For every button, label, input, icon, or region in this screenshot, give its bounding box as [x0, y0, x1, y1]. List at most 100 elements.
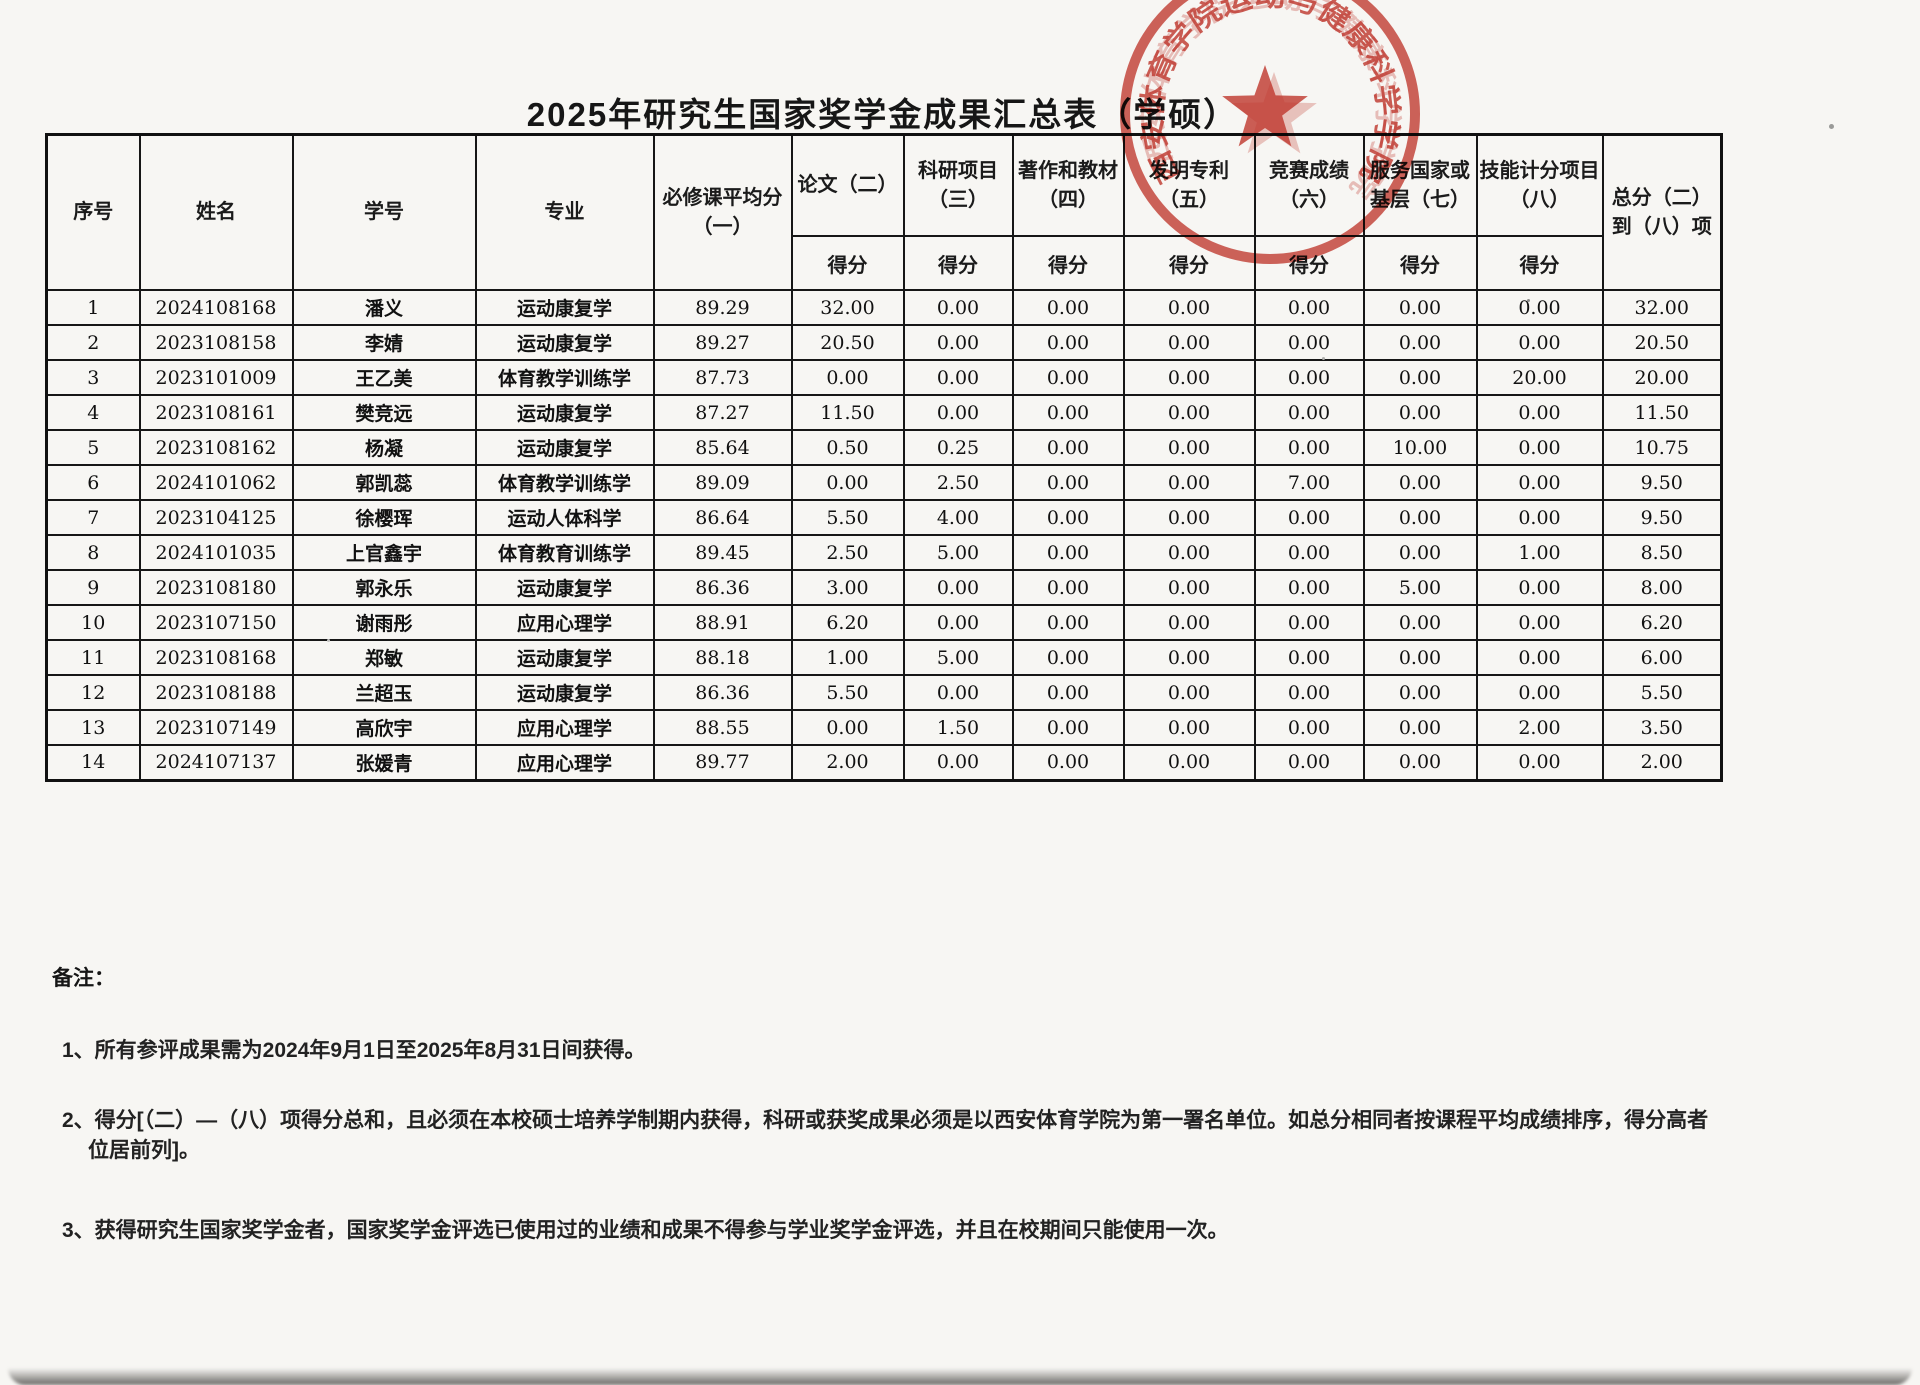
cell: 运动康复学	[474, 639, 655, 676]
cell: 6.20	[1601, 604, 1723, 641]
table-row: 2 2023108158 李婧 运动康复学 89.27 20.50 0.00 0.00 0.00…	[45, 324, 1723, 361]
cell: 2023108161	[138, 394, 294, 431]
cell: 0.00	[1362, 674, 1478, 711]
cell: 0.50	[790, 429, 905, 466]
cell: 2023108162	[138, 429, 294, 466]
table-row: 11 2023108168 郑敏 运动康复学 88.18 1.00 5.00 0.00 0.00…	[45, 639, 1723, 676]
cell: 87.27	[652, 394, 793, 431]
cell: 2024101035	[138, 534, 294, 571]
cell: 5.00	[902, 534, 1014, 571]
table-row: 10 2023107150 谢雨彤 应用心理学 88.91 6.20 0.00 0.00 0.0…	[45, 604, 1723, 641]
cell: 0.00	[1122, 674, 1256, 711]
cell: 2023108158	[138, 324, 294, 361]
cell: 0.00	[1122, 569, 1256, 606]
header-score: 得分	[790, 235, 905, 291]
table-row: 5 2023108162 杨凝 运动康复学 85.64 0.50 0.25 0.00 0.00 0…	[45, 429, 1723, 466]
cell: 0.00	[1122, 324, 1256, 361]
cell: 86.36	[652, 569, 793, 606]
cell: 6	[45, 464, 141, 501]
cell: 0.00	[902, 359, 1014, 396]
table-row: 3 2023101009 王乙美 体育教学训练学 87.73 0.00 0.00 0.00 0.…	[45, 359, 1723, 396]
cell: 88.91	[652, 604, 793, 641]
cell: 体育教学训练学	[474, 464, 655, 501]
cell: 0.00	[1253, 499, 1365, 536]
note-item-1: 1、所有参评成果需为2024年9月1日至2025年8月31日间获得。	[62, 1039, 646, 1062]
cell: 2.00	[1475, 709, 1604, 746]
cell: 86.36	[652, 674, 793, 711]
cell: 谢雨彤	[291, 604, 477, 641]
cell: 85.64	[652, 429, 793, 466]
cell: 88.55	[652, 709, 793, 746]
cell: 0.00	[1475, 569, 1604, 606]
cell: 0.00	[790, 464, 905, 501]
table-row: 8 2024101035 上官鑫宇 体育教育训练学 89.45 2.50 5.00 0.00 0…	[45, 534, 1723, 571]
cell: 7	[45, 499, 141, 536]
header-major: 专业	[474, 133, 655, 291]
table-row: 7 2023104125 徐樱珲 运动人体科学 86.64 5.50 4.00 0.00 0.0…	[45, 499, 1723, 536]
cell: 0.00	[1475, 429, 1604, 466]
cell: 89.45	[652, 534, 793, 571]
cell: 8	[45, 534, 141, 571]
cell: 0.00	[1362, 324, 1478, 361]
cell: 5.00	[902, 639, 1014, 676]
cell: 兰超玉	[291, 674, 477, 711]
header-score: 得分	[1362, 235, 1478, 291]
cell: 0.00	[1122, 289, 1256, 326]
cell: 4.00	[902, 499, 1014, 536]
cell: 2024101062	[138, 464, 294, 501]
cell: 0.00	[1253, 394, 1365, 431]
cell: 0.00	[1122, 709, 1256, 746]
cell: 5.50	[790, 674, 905, 711]
cell: 樊竞远	[291, 394, 477, 431]
cell: 0.00	[1011, 569, 1125, 606]
cell: 体育教育训练学	[474, 534, 655, 571]
cell: 0.00	[1011, 604, 1125, 641]
table-row: 12 2023108188 兰超玉 运动康复学 86.36 5.50 0.00 0.00 0.0…	[45, 674, 1723, 711]
cell: 5.00	[1362, 569, 1478, 606]
cell: 高欣宇	[291, 709, 477, 746]
cell: 0.00	[902, 744, 1014, 781]
table-row: 14 2024107137 张媛青 应用心理学 89.77 2.00 0.00 0.00 0.0…	[45, 744, 1723, 781]
cell: 0.00	[902, 289, 1014, 326]
cell: 5.50	[790, 499, 905, 536]
cell: 0.00	[902, 394, 1014, 431]
cell: 2023108180	[138, 569, 294, 606]
cell: 1.00	[790, 639, 905, 676]
cell: 2.00	[1601, 744, 1723, 781]
cell: 1.00	[1475, 534, 1604, 571]
cell: 0.25	[902, 429, 1014, 466]
cell: 10.00	[1362, 429, 1478, 466]
cell: 0.00	[902, 674, 1014, 711]
cell: 0.00	[1253, 534, 1365, 571]
cell: 8.50	[1601, 534, 1723, 571]
cell: 0.00	[1253, 639, 1365, 676]
cell: 2024108168	[138, 289, 294, 326]
header-total-score: 总分（二）到（八）项	[1601, 133, 1723, 291]
cell: 0.00	[1362, 744, 1478, 781]
table-body: 1 2024108168 潘义 运动康复学 89.29 32.00 0.00 0.00 0.00…	[45, 289, 1723, 781]
cell: 2	[45, 324, 141, 361]
header-skill-items: 技能计分项目（八）	[1475, 133, 1604, 237]
cell: 2024107137	[138, 744, 294, 781]
cell: 20.50	[1601, 324, 1723, 361]
table-row: 4 2023108161 樊竞远 运动康复学 87.27 11.50 0.00 0.00 0.0…	[45, 394, 1723, 431]
cell: 10.75	[1601, 429, 1723, 466]
cell: 20.50	[790, 324, 905, 361]
cell: 0.00	[902, 604, 1014, 641]
header-name: 姓名	[138, 133, 294, 291]
cell: 14	[45, 744, 141, 781]
cell: 87.73	[652, 359, 793, 396]
cell: 0.00	[1253, 359, 1365, 396]
cell: 3	[45, 359, 141, 396]
cell: 89.77	[652, 744, 793, 781]
cell: 0.00	[1253, 289, 1365, 326]
cell: 20.00	[1601, 359, 1723, 396]
cell: 0.00	[1362, 464, 1478, 501]
table-header: 序号 姓名 学号 专业 必修课平均分（一） 论文（二） 科研项目（三） 著作和教…	[45, 133, 1723, 291]
cell: 0.00	[1011, 394, 1125, 431]
cell: 9	[45, 569, 141, 606]
cell: 0.00	[1362, 639, 1478, 676]
cell: 0.00	[790, 709, 905, 746]
cell: 2.00	[790, 744, 905, 781]
cell: 10	[45, 604, 141, 641]
